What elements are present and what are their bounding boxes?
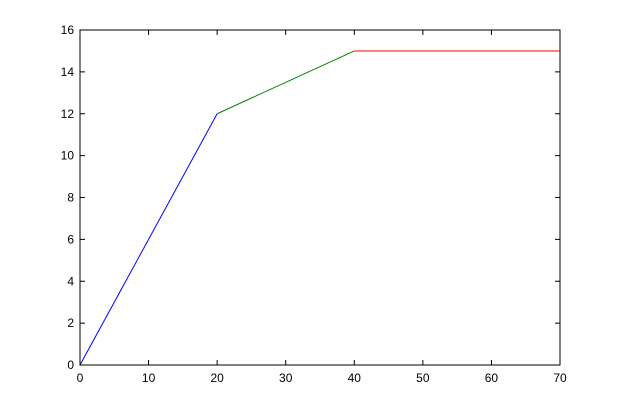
ticks-layer: 0 10 20 30 40 50 60 70 0 2 4 6 8 10 12 14 16 xyxy=(61,23,567,385)
series-line-2 xyxy=(216,50,355,115)
y-tick-label: 10 xyxy=(61,149,75,163)
x-tick-label: 20 xyxy=(210,371,224,385)
y-tick-label: 6 xyxy=(67,232,74,246)
x-tick-label: 0 xyxy=(77,371,84,385)
series-layer xyxy=(79,50,560,366)
series-line-1 xyxy=(79,113,218,366)
y-tick-label: 4 xyxy=(67,274,74,288)
y-tick-label: 0 xyxy=(67,358,74,372)
x-tick-label: 30 xyxy=(279,371,293,385)
x-tick-label: 60 xyxy=(485,371,499,385)
plot-area xyxy=(79,29,561,366)
y-tick-label: 8 xyxy=(67,191,74,205)
y-tick-label: 12 xyxy=(61,107,75,121)
x-tick-label: 70 xyxy=(553,371,567,385)
x-tick-label: 10 xyxy=(142,371,156,385)
y-tick-label: 2 xyxy=(67,316,74,330)
y-tick-label: 14 xyxy=(61,65,75,79)
y-tick-label: 16 xyxy=(61,23,75,37)
x-tick-label: 50 xyxy=(416,371,430,385)
x-tick-label: 40 xyxy=(348,371,362,385)
